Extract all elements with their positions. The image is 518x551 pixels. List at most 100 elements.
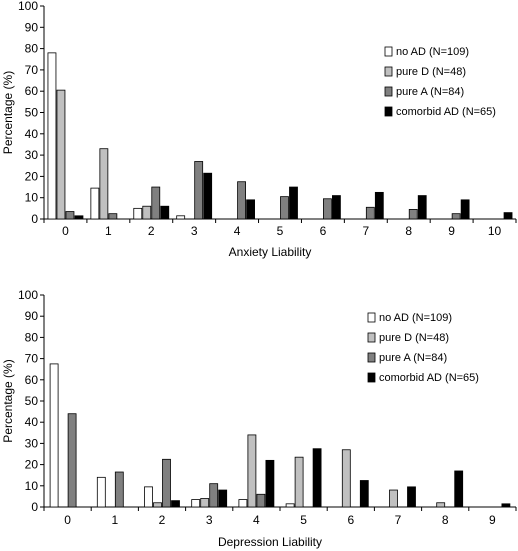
bar — [144, 486, 153, 508]
bar — [374, 191, 384, 220]
bar — [365, 206, 375, 220]
legend-label: pure A (N=84) — [379, 352, 447, 364]
legend-swatch — [367, 372, 376, 383]
y-tick-label: 30 — [25, 148, 39, 162]
y-tick-label: 80 — [25, 330, 39, 344]
x-tick-label: 1 — [105, 224, 112, 238]
bar — [503, 212, 513, 220]
bar — [359, 480, 369, 508]
bar — [74, 215, 84, 220]
bar — [332, 195, 341, 220]
x-tick-label: 10 — [488, 224, 502, 238]
bar — [501, 503, 511, 508]
bar — [323, 198, 332, 220]
legend-swatch — [384, 86, 393, 97]
bar — [65, 211, 75, 220]
bar — [96, 476, 106, 508]
bar — [341, 449, 351, 508]
bar — [238, 499, 248, 508]
x-tick-label: 6 — [347, 513, 354, 527]
y-tick-label: 40 — [25, 415, 39, 429]
bar — [417, 195, 427, 220]
bar — [47, 52, 57, 220]
bar — [200, 498, 210, 508]
x-tick-label: 2 — [159, 513, 166, 527]
x-tick-label: 6 — [320, 224, 327, 238]
bar — [218, 489, 228, 508]
bar — [176, 215, 186, 220]
y-tick-label: 20 — [25, 458, 39, 472]
y-axis-label: Percentage (%) — [1, 71, 15, 154]
legend-label: comorbid AD (N=65) — [379, 372, 479, 384]
legend-label: no AD (N=109) — [396, 46, 469, 58]
legend-swatch — [367, 312, 376, 323]
x-axis-label: Anxiety Liability — [229, 245, 312, 259]
x-tick-label: 4 — [234, 224, 241, 238]
y-tick-label: 50 — [25, 394, 39, 408]
x-tick-label: 7 — [362, 224, 369, 238]
bar — [407, 486, 416, 508]
x-tick-label: 3 — [191, 224, 198, 238]
y-tick-label: 20 — [25, 169, 39, 183]
chart-2: 0 10 20 30 40 50 60 70 80 90 100 0 1 2 3 4 5 6 7 8 9 Depressi… — [1, 288, 517, 549]
legend-swatch — [384, 106, 393, 117]
bar — [114, 471, 124, 508]
x-axis-label: Depression Liability — [218, 535, 322, 549]
y-tick-label: 90 — [25, 20, 39, 34]
legend-swatch — [367, 352, 376, 363]
bar — [67, 413, 77, 508]
legend-label: pure D (N=48) — [396, 66, 466, 78]
x-tick-label: 0 — [64, 513, 71, 527]
bar — [142, 205, 152, 220]
x-tick-label: 4 — [253, 513, 260, 527]
bar — [194, 161, 204, 220]
bar — [454, 470, 464, 508]
bar — [99, 148, 109, 220]
bar — [280, 196, 289, 220]
x-tick-label: 9 — [489, 513, 496, 527]
bar — [312, 448, 322, 508]
y-tick-label: 70 — [25, 352, 39, 366]
bar — [203, 172, 213, 220]
y-tick-label: 30 — [25, 436, 39, 450]
bar — [408, 209, 418, 220]
bar — [289, 186, 298, 220]
bar — [285, 503, 295, 508]
bar — [153, 502, 162, 508]
x-tick-label: 5 — [300, 513, 307, 527]
y-tick-label: 50 — [25, 106, 39, 120]
bar — [237, 181, 246, 220]
bar — [191, 499, 201, 508]
y-tick-label: 40 — [25, 127, 39, 141]
legend-swatch — [384, 66, 393, 77]
legend-swatch — [367, 332, 376, 343]
bar — [56, 89, 66, 220]
y-tick-label: 10 — [25, 479, 39, 493]
x-tick-label: 7 — [395, 513, 402, 527]
bar — [151, 186, 161, 220]
legend-label: pure A (N=84) — [396, 86, 464, 98]
bar — [108, 213, 118, 220]
x-tick-label: 8 — [442, 513, 449, 527]
x-tick-label: 0 — [62, 224, 69, 238]
x-tick-label: 8 — [405, 224, 412, 238]
bar — [436, 502, 446, 508]
y-tick-label: 90 — [25, 309, 39, 323]
x-tick-label: 2 — [148, 224, 155, 238]
y-tick-label: 80 — [25, 42, 39, 56]
y-tick-label: 10 — [25, 191, 39, 205]
legend-label: no AD (N=109) — [379, 312, 452, 324]
legend-swatch — [384, 46, 393, 57]
bar — [451, 213, 461, 220]
y-tick-label: 60 — [25, 373, 39, 387]
bar — [294, 456, 304, 508]
chart-1: 0 10 20 30 40 50 60 70 80 90 100 0 1 2 3 4 5 6 7 8 9 10 Anxiet… — [1, 0, 517, 259]
bar — [133, 207, 143, 220]
legend: no AD (N=109) pure D (N=48) pure A (N=84) c… — [367, 312, 479, 384]
y-tick-label: 100 — [18, 0, 38, 13]
y-axis-label: Percentage (%) — [1, 359, 15, 442]
x-tick-label: 9 — [448, 224, 455, 238]
bar — [162, 458, 171, 508]
y-tick-label: 70 — [25, 63, 39, 77]
bar — [246, 199, 255, 220]
